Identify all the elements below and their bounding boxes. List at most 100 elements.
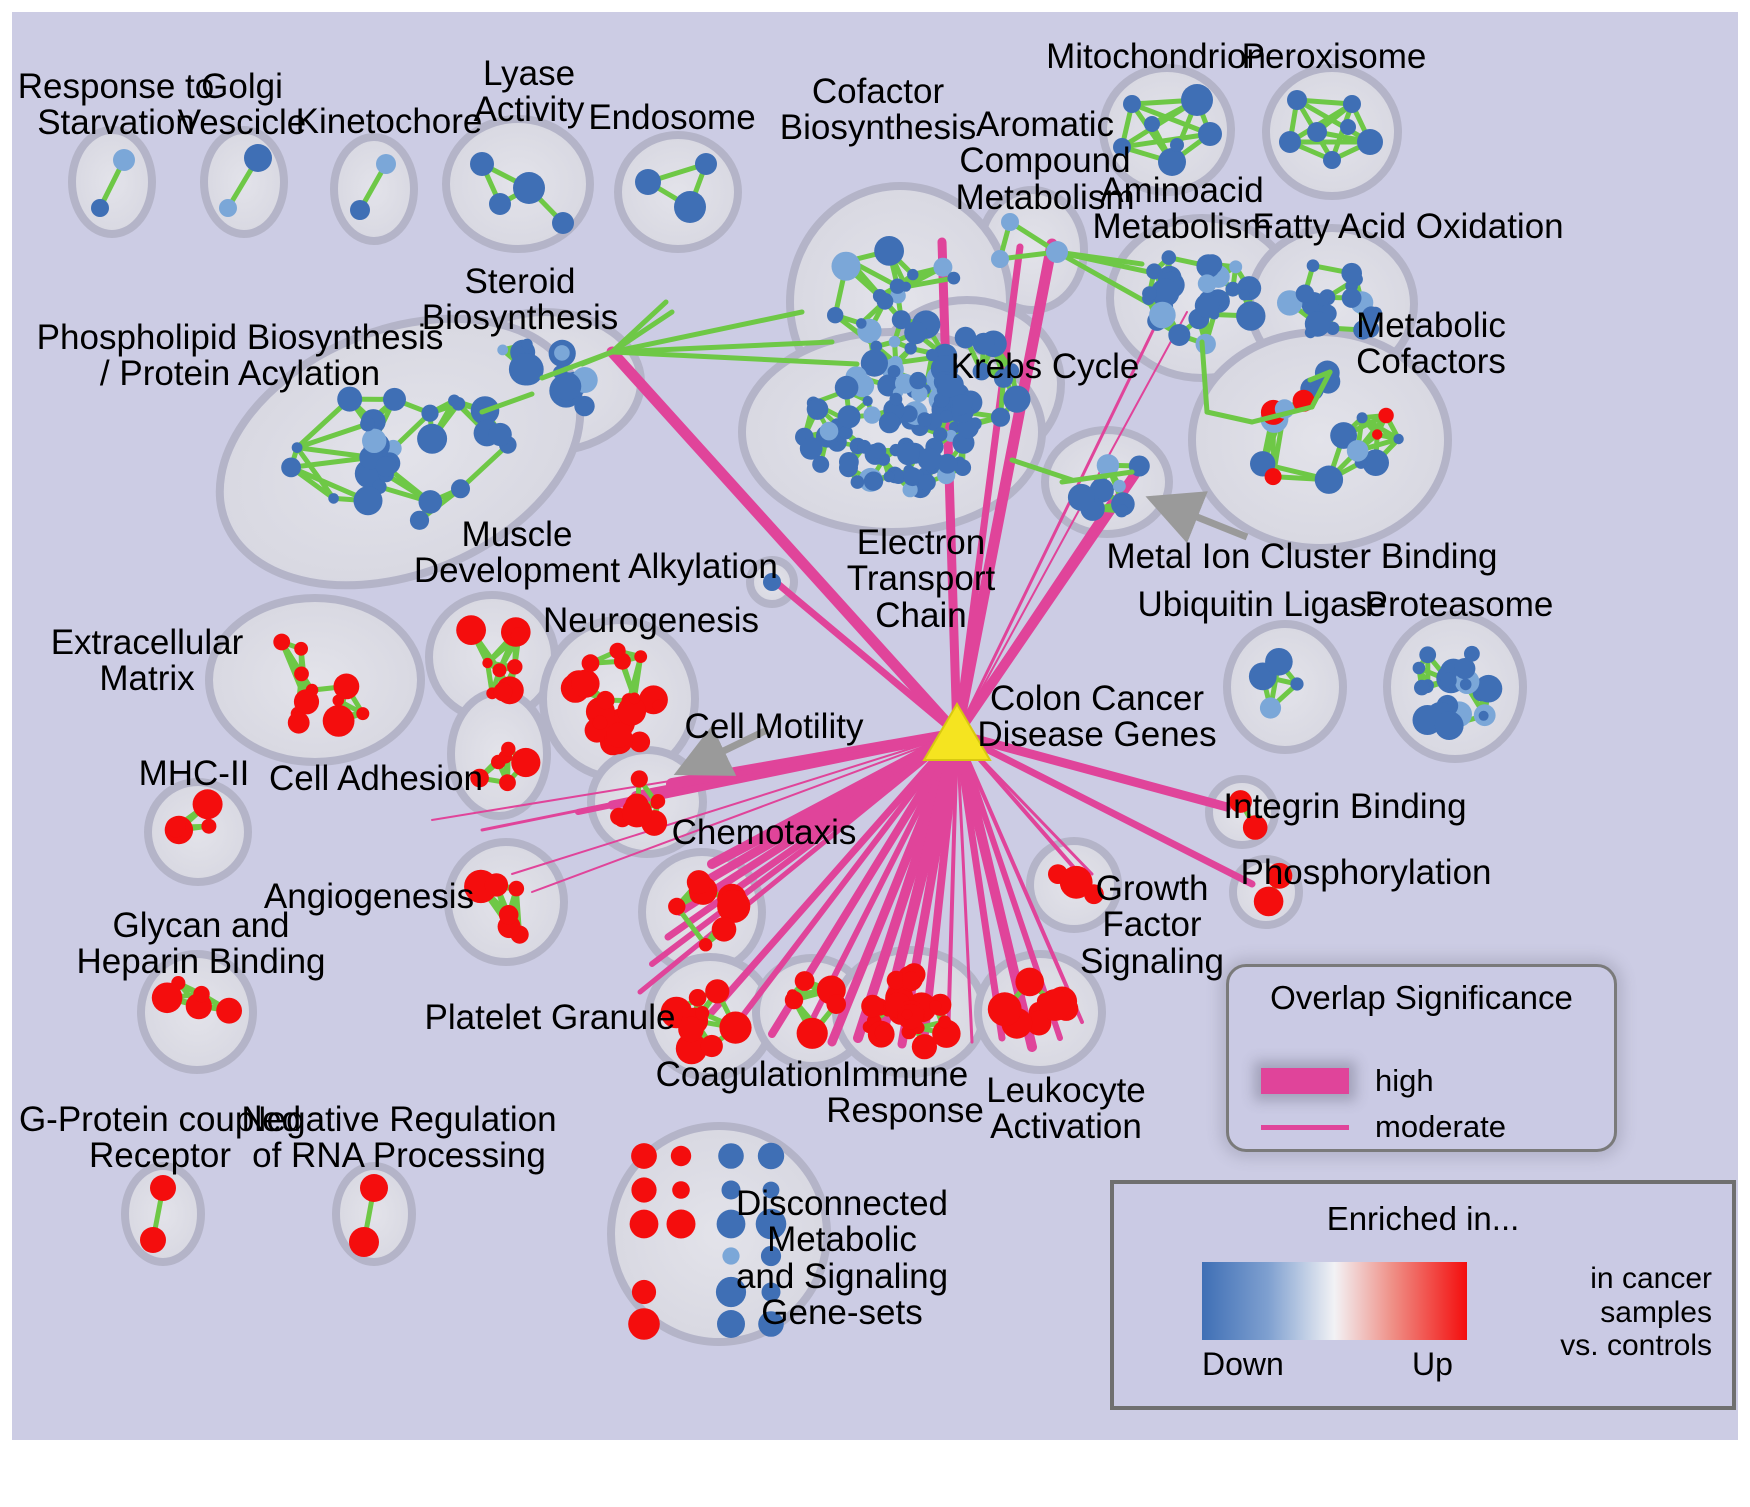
gene-set-node[interactable] bbox=[1059, 865, 1093, 899]
gene-set-node[interactable] bbox=[1290, 677, 1304, 691]
disconnected-gene-set-node[interactable] bbox=[762, 1181, 780, 1199]
gene-set-node[interactable] bbox=[492, 663, 507, 678]
gene-set-node[interactable] bbox=[678, 1016, 704, 1043]
gene-set-node[interactable] bbox=[1236, 301, 1266, 331]
gene-set-node[interactable] bbox=[571, 669, 600, 698]
gene-set-node[interactable] bbox=[1393, 433, 1404, 445]
gene-set-node[interactable] bbox=[1001, 213, 1019, 231]
gene-set-node[interactable] bbox=[350, 200, 370, 220]
gene-set-node[interactable] bbox=[489, 193, 511, 215]
gene-set-node[interactable] bbox=[376, 154, 396, 174]
gene-set-node[interactable] bbox=[360, 1174, 388, 1202]
gene-set-node[interactable] bbox=[508, 880, 525, 897]
gene-set-node[interactable] bbox=[498, 905, 519, 925]
gene-set-node[interactable] bbox=[1259, 697, 1282, 719]
gene-set-node[interactable] bbox=[418, 490, 443, 514]
gene-set-node[interactable] bbox=[1341, 262, 1362, 284]
gene-set-node[interactable] bbox=[1346, 440, 1369, 462]
gene-set-node[interactable] bbox=[876, 292, 894, 310]
gene-set-node[interactable] bbox=[939, 410, 953, 423]
disconnected-gene-set-node[interactable] bbox=[666, 1209, 696, 1239]
gene-set-node[interactable] bbox=[484, 873, 509, 897]
gene-set-node[interactable] bbox=[409, 510, 430, 530]
gene-set-node[interactable] bbox=[688, 989, 707, 1007]
gene-set-node[interactable] bbox=[513, 172, 545, 204]
gene-set-node[interactable] bbox=[1229, 790, 1252, 813]
gene-set-node[interactable] bbox=[1265, 648, 1293, 676]
gene-set-node[interactable] bbox=[686, 870, 711, 895]
disconnected-gene-set-node[interactable] bbox=[716, 1209, 746, 1239]
gene-set-node[interactable] bbox=[889, 392, 903, 406]
disconnected-gene-set-node[interactable] bbox=[672, 1181, 690, 1199]
gene-set-node[interactable] bbox=[201, 818, 217, 834]
gene-set-node[interactable] bbox=[362, 428, 387, 453]
gene-set-node[interactable] bbox=[901, 1009, 913, 1020]
gene-set-node[interactable] bbox=[886, 970, 906, 990]
gene-set-node[interactable] bbox=[891, 469, 906, 485]
gene-set-node[interactable] bbox=[952, 394, 973, 415]
gene-set-node[interactable] bbox=[987, 992, 1022, 1027]
gene-set-node[interactable] bbox=[1440, 672, 1457, 689]
gene-set-node[interactable] bbox=[451, 397, 466, 411]
gene-set-node[interactable] bbox=[883, 471, 895, 483]
disconnected-gene-set-node[interactable] bbox=[757, 1142, 785, 1170]
gene-set-node[interactable] bbox=[322, 705, 355, 737]
gene-set-node[interactable] bbox=[1287, 90, 1307, 110]
disconnected-gene-set-node[interactable] bbox=[631, 1143, 657, 1169]
gene-set-node[interactable] bbox=[151, 982, 183, 1014]
gene-set-node[interactable] bbox=[900, 405, 918, 423]
gene-set-node[interactable] bbox=[617, 696, 647, 726]
gene-set-node[interactable] bbox=[856, 318, 867, 329]
gene-set-node[interactable] bbox=[1341, 288, 1362, 308]
gene-set-node[interactable] bbox=[1003, 385, 1031, 413]
gene-set-node[interactable] bbox=[891, 310, 911, 330]
gene-set-node[interactable] bbox=[1372, 429, 1383, 440]
gene-set-node[interactable] bbox=[1266, 862, 1293, 889]
gene-set-node[interactable] bbox=[1194, 293, 1220, 318]
gene-set-node[interactable] bbox=[1414, 679, 1430, 696]
gene-set-node[interactable] bbox=[281, 457, 301, 478]
gene-set-node[interactable] bbox=[507, 659, 523, 675]
gene-set-node[interactable] bbox=[1314, 465, 1344, 494]
gene-set-node[interactable] bbox=[333, 673, 360, 700]
gene-set-node[interactable] bbox=[510, 627, 528, 644]
gene-set-node[interactable] bbox=[574, 395, 595, 417]
gene-set-node[interactable] bbox=[488, 422, 512, 447]
gene-set-node[interactable] bbox=[887, 365, 901, 378]
gene-set-node[interactable] bbox=[1264, 468, 1282, 486]
gene-set-node[interactable] bbox=[635, 169, 661, 195]
gene-set-node[interactable] bbox=[904, 321, 928, 345]
gene-set-node[interactable] bbox=[711, 917, 737, 942]
gene-set-node[interactable] bbox=[1242, 815, 1268, 840]
gene-set-node[interactable] bbox=[470, 768, 489, 788]
gene-set-node[interactable] bbox=[1144, 116, 1160, 132]
gene-set-node[interactable] bbox=[826, 994, 846, 1014]
gene-set-node[interactable] bbox=[1464, 645, 1480, 662]
disconnected-gene-set-node[interactable] bbox=[760, 1245, 782, 1267]
gene-set-node[interactable] bbox=[933, 427, 948, 442]
gene-set-node[interactable] bbox=[947, 271, 961, 285]
gene-set-node[interactable] bbox=[417, 423, 448, 454]
gene-set-node[interactable] bbox=[705, 979, 730, 1004]
gene-set-node[interactable] bbox=[990, 407, 1011, 427]
gene-set-node[interactable] bbox=[511, 747, 541, 778]
gene-set-node[interactable] bbox=[911, 385, 928, 402]
disconnected-gene-set-node[interactable] bbox=[631, 1177, 657, 1203]
gene-set-node[interactable] bbox=[812, 455, 830, 473]
gene-set-node[interactable] bbox=[954, 326, 977, 349]
disconnected-gene-set-node[interactable] bbox=[628, 1308, 660, 1340]
disconnected-gene-set-node[interactable] bbox=[670, 1145, 692, 1167]
gene-set-node[interactable] bbox=[837, 405, 861, 429]
gene-set-node[interactable] bbox=[972, 332, 995, 355]
gene-set-node[interactable] bbox=[954, 459, 972, 476]
gene-set-node[interactable] bbox=[863, 471, 884, 491]
gene-set-node[interactable] bbox=[634, 650, 648, 663]
gene-set-node[interactable] bbox=[1113, 479, 1126, 493]
gene-set-node[interactable] bbox=[1362, 449, 1389, 477]
gene-set-node[interactable] bbox=[1096, 454, 1120, 477]
gene-set-node[interactable] bbox=[287, 711, 310, 734]
gene-set-node[interactable] bbox=[907, 268, 919, 281]
gene-set-node[interactable] bbox=[291, 442, 303, 453]
gene-set-node[interactable] bbox=[383, 387, 406, 411]
gene-set-node[interactable] bbox=[1225, 281, 1241, 297]
